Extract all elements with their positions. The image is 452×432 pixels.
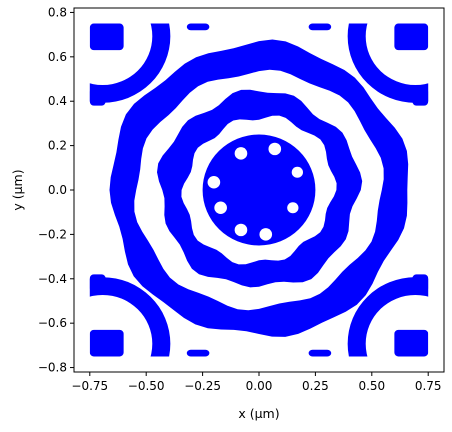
edge-bar-11 [89,274,106,293]
y-axis-label: y (μm) [10,169,25,210]
x-tick-label: 0.50 [358,379,385,393]
x-tick-label: 0.00 [246,379,273,393]
corner-arc-3 [89,277,171,357]
center-hole-1 [234,147,248,160]
y-tick-label: 0.6 [48,50,67,64]
edge-bar-7 [186,349,210,357]
corner-arc-1 [89,23,171,103]
y-axis: −0.8 −0.6 −0.4 −0.2 0.0 0.2 0.4 0.6 0.8 [38,5,74,375]
x-tick-label: 0.75 [415,379,442,393]
center-hole-7 [234,223,248,237]
y-tick-label: 0.4 [48,94,67,108]
x-tick-label: −0.25 [184,379,221,393]
center-hole-5 [214,201,227,214]
center-disk [202,134,316,246]
edge-bar-10 [412,87,429,106]
edge-bar-8 [308,349,332,357]
x-axis-label: x (μm) [238,406,279,421]
center-hole-8 [259,228,273,241]
ring-1 [157,89,363,288]
edge-bar-4 [394,329,429,357]
design-region [89,23,429,357]
y-tick-label: −0.8 [38,361,67,375]
x-tick-label: −0.50 [128,379,165,393]
corner-arc-4 [347,277,429,357]
center-hole-3 [291,166,303,178]
x-tick-label: 0.25 [302,379,329,393]
edge-bar-3 [89,329,124,357]
y-tick-label: 0.0 [48,183,67,197]
y-tick-label: 0.2 [48,139,67,153]
plot-area [73,7,445,373]
edge-bar-1 [89,23,124,51]
y-tick-label: 0.8 [48,5,67,19]
center-hole-4 [207,176,221,189]
y-tick-label: −0.2 [38,227,67,241]
y-tick-label: −0.6 [38,316,67,330]
center-hole-6 [287,202,299,214]
edge-bar-5 [186,23,210,31]
edge-bar-2 [394,23,429,51]
edge-bar-12 [412,274,429,293]
pattern-layer [89,23,429,357]
edge-bar-9 [89,87,106,106]
x-tick-label: −0.75 [71,379,108,393]
corner-arc-2 [347,23,429,103]
y-tick-label: −0.4 [38,272,67,286]
center-hole-2 [268,142,282,156]
edge-bar-6 [308,23,332,31]
x-axis: −0.75 −0.50 −0.25 0.00 0.25 0.50 0.75 [71,372,442,393]
